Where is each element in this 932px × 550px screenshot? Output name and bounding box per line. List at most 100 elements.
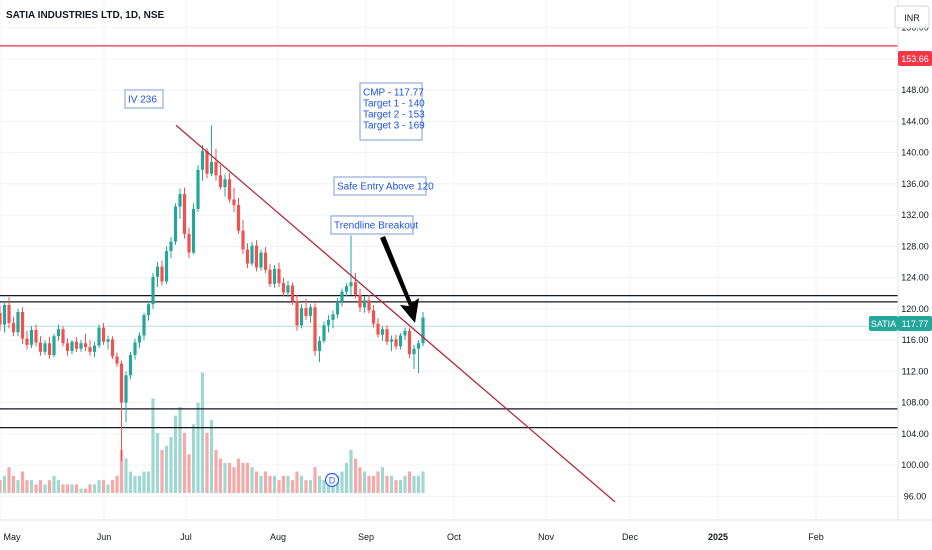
candle-body[interactable] (97, 327, 101, 346)
candle-body[interactable] (322, 325, 326, 341)
candle-body[interactable] (52, 336, 56, 355)
candle-body[interactable] (389, 339, 394, 342)
candle-body[interactable] (394, 339, 398, 347)
annotation-box[interactable] (359, 82, 423, 141)
price-axis[interactable]: 96.00 100.00 104.00 108.00 112.00 116.00 120.0… (897, 0, 932, 520)
candle-body[interactable] (196, 169, 200, 209)
candle-body[interactable] (200, 151, 205, 170)
candle-body[interactable] (407, 330, 412, 355)
candle-body[interactable] (101, 327, 106, 342)
candle-body[interactable] (223, 179, 227, 187)
candle-body[interactable] (290, 285, 295, 302)
candle-body[interactable] (92, 345, 97, 352)
candle-body[interactable] (25, 338, 29, 345)
horizontal-lines[interactable] (0, 45, 898, 429)
candle-body[interactable] (110, 339, 115, 357)
currency-box[interactable] (894, 5, 930, 29)
annotation-box[interactable] (124, 89, 164, 109)
candle-body[interactable] (79, 343, 83, 349)
annotation-box[interactable] (333, 176, 427, 196)
candle-body[interactable] (412, 348, 416, 355)
annotation-box[interactable] (330, 215, 414, 235)
candle-body[interactable] (241, 230, 245, 250)
candle-body[interactable] (254, 245, 259, 268)
trendline-line[interactable] (175, 124, 616, 503)
candle-body[interactable] (335, 301, 340, 315)
dividend-marker[interactable]: D (324, 472, 340, 488)
candle-body[interactable] (178, 194, 182, 207)
candle-body[interactable] (380, 329, 385, 335)
candle-body[interactable] (191, 208, 196, 253)
candle-body[interactable] (29, 329, 34, 345)
candle-body[interactable] (88, 347, 92, 352)
candle-body[interactable] (385, 329, 389, 342)
candle-body[interactable] (155, 266, 160, 277)
candle-body[interactable] (281, 283, 286, 293)
candle-body[interactable] (245, 249, 250, 264)
candle-body[interactable] (403, 330, 407, 336)
candle-body[interactable] (331, 314, 335, 320)
candle-body[interactable] (2, 304, 7, 325)
candle-body[interactable] (133, 342, 137, 355)
candle-body[interactable] (160, 266, 164, 282)
candle-body[interactable] (34, 329, 38, 343)
candle-body[interactable] (371, 310, 376, 324)
candle-body[interactable] (7, 304, 11, 323)
candle-body[interactable] (11, 322, 16, 333)
candle-body[interactable] (313, 307, 317, 352)
candle-body[interactable] (38, 342, 43, 352)
candle-body[interactable] (20, 312, 25, 339)
candle-body[interactable] (227, 179, 232, 200)
candle-body[interactable] (56, 329, 61, 337)
candle-body[interactable] (74, 341, 79, 349)
candle-body[interactable] (272, 269, 277, 284)
candle-body[interactable] (43, 343, 47, 352)
candle-body[interactable] (0, 312, 2, 325)
candle-body[interactable] (353, 282, 358, 295)
candle-body[interactable] (119, 363, 124, 403)
candle-body[interactable] (259, 252, 263, 268)
candle-body[interactable] (106, 339, 110, 342)
candle-body[interactable] (218, 175, 223, 187)
candle-body[interactable] (317, 340, 322, 352)
time-axis[interactable]: May Jun Jul Aug Sep Oct Nov Dec 2025 Feb (0, 519, 932, 550)
candle-body[interactable] (169, 241, 173, 252)
candle-body[interactable] (173, 206, 178, 242)
candle-body[interactable] (236, 204, 241, 231)
candle-body[interactable] (304, 308, 308, 316)
candle-body[interactable] (398, 335, 403, 347)
candle-body[interactable] (421, 317, 425, 344)
candle-body[interactable] (209, 162, 214, 174)
candle-body[interactable] (286, 285, 290, 293)
trendline[interactable] (175, 124, 616, 503)
candle-body[interactable] (115, 356, 119, 364)
candle-body[interactable] (263, 252, 268, 270)
candle-body[interactable] (124, 375, 128, 403)
candle-body[interactable] (295, 301, 299, 326)
candle-body[interactable] (358, 294, 362, 308)
candle-body[interactable] (182, 194, 187, 234)
candle-body[interactable] (308, 307, 313, 316)
candle-body[interactable] (146, 304, 151, 316)
candle-body[interactable] (268, 269, 272, 284)
candle-body[interactable] (214, 162, 218, 176)
candle-body[interactable] (250, 245, 254, 264)
candle-body[interactable] (232, 199, 236, 205)
candle-body[interactable] (187, 233, 191, 253)
candle-body[interactable] (340, 291, 344, 302)
candlesticks[interactable] (0, 125, 425, 462)
candle-body[interactable] (70, 341, 74, 352)
candle-body[interactable] (16, 312, 20, 333)
candle-body[interactable] (137, 335, 142, 343)
candle-body[interactable] (83, 343, 88, 348)
candle-body[interactable] (47, 343, 52, 355)
candle-body[interactable] (362, 300, 367, 308)
candle-body[interactable] (299, 308, 304, 326)
candle-body[interactable] (416, 343, 421, 349)
candle-body[interactable] (367, 300, 371, 311)
candle-body[interactable] (349, 282, 353, 287)
candle-body[interactable] (142, 315, 146, 336)
candle-body[interactable] (65, 343, 70, 352)
